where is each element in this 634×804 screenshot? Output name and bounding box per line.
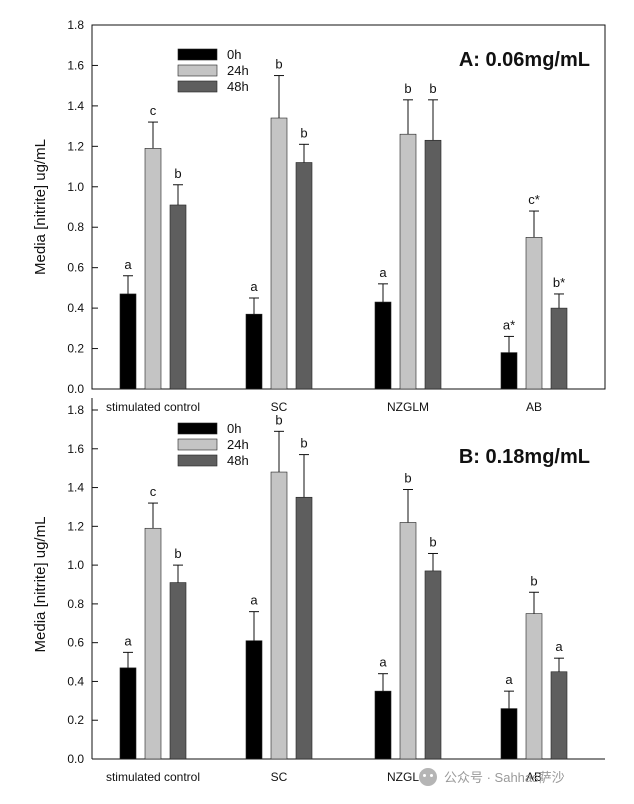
bar	[245, 313, 263, 390]
significance-label: b	[404, 470, 411, 485]
wechat-icon	[419, 768, 437, 786]
y-tick-label: 0.2	[67, 713, 84, 727]
y-tick-label: 1.8	[67, 403, 84, 417]
significance-label: a	[505, 672, 513, 687]
x-tick-label: AB	[526, 770, 542, 784]
panel-title: A: 0.06mg/mL	[459, 49, 590, 71]
significance-label: a	[379, 265, 387, 280]
significance-label: a*	[503, 317, 515, 332]
bar	[169, 582, 187, 760]
significance-label: a	[555, 639, 563, 654]
y-tick-label: 0.6	[67, 636, 84, 650]
panel-title: B: 0.18mg/mL	[459, 446, 590, 468]
x-tick-label: NZGLM	[387, 400, 429, 414]
significance-label: a	[250, 593, 258, 608]
bar	[399, 522, 417, 760]
y-tick-label: 1.0	[67, 180, 84, 194]
x-tick-label: SC	[271, 770, 288, 784]
panel-a: 0.0 0.2 0.4 0.6 0.8 1.0 1.2 1.4 1.6 1.8 Media [nit…	[32, 18, 606, 414]
significance-label: b	[275, 412, 282, 427]
significance-label: a	[124, 257, 132, 272]
legend-swatch	[177, 64, 218, 77]
bar	[270, 471, 288, 760]
significance-label: b	[300, 125, 307, 140]
x-tick-label: SC	[271, 400, 288, 414]
significance-label: b*	[553, 275, 565, 290]
significance-label: b	[530, 573, 537, 588]
y-tick-label: 0.0	[67, 752, 84, 766]
y-tick-label: 0.8	[67, 597, 84, 611]
y-tick-label: 1.4	[67, 99, 84, 113]
y-tick-label: 0.6	[67, 261, 84, 275]
significance-label: b	[429, 534, 436, 549]
legend-label: 0h	[227, 421, 241, 436]
x-tick-label: AB	[526, 400, 542, 414]
legend-label: 24h	[227, 63, 249, 78]
bar	[500, 708, 518, 760]
y-tick-label: 1.6	[67, 442, 84, 456]
panel-b: 0.0 0.2 0.4 0.6 0.8 1.0 1.2 1.4 1.6 1.8 Media [nit…	[32, 398, 605, 784]
bar	[525, 237, 543, 390]
significance-label: c*	[528, 192, 540, 207]
bar	[525, 613, 543, 760]
y-tick-label: 0.4	[67, 301, 84, 315]
y-tick-label: 0.2	[67, 342, 84, 356]
significance-label: b	[300, 436, 307, 451]
bar	[245, 640, 263, 760]
bar	[144, 527, 162, 760]
legend-label: 48h	[227, 79, 249, 94]
legend-swatch	[177, 80, 218, 93]
significance-label: c	[150, 103, 157, 118]
significance-label: b	[174, 166, 181, 181]
y-tick-label: 1.6	[67, 58, 84, 72]
bar	[399, 133, 417, 390]
y-tick-label: 1.2	[67, 519, 84, 533]
y-axis-label: Media [nitrite] ug/mL	[32, 139, 49, 275]
legend-swatch	[177, 438, 218, 451]
bar	[295, 162, 313, 390]
bar	[500, 352, 518, 390]
y-tick-label: 1.4	[67, 481, 84, 495]
y-tick-label: 0.8	[67, 220, 84, 234]
bar	[295, 496, 313, 760]
legend-label: 24h	[227, 437, 249, 452]
significance-label: a	[124, 633, 132, 648]
legend-swatch	[177, 422, 218, 435]
x-tick-label: stimulated control	[106, 400, 200, 414]
x-tick-label: stimulated control	[106, 770, 200, 784]
x-tick-label: NZGLM	[387, 770, 429, 784]
legend-label: 0h	[227, 47, 241, 62]
bar	[550, 307, 568, 390]
y-tick-label: 0.0	[67, 382, 84, 396]
bar	[374, 301, 392, 390]
bar	[550, 671, 568, 760]
bar	[424, 139, 442, 390]
significance-label: a	[250, 279, 258, 294]
significance-label: b	[174, 546, 181, 561]
significance-label: a	[379, 655, 387, 670]
legend-swatch	[177, 454, 218, 467]
legend-label: 48h	[227, 453, 249, 468]
bar	[119, 293, 137, 390]
bar	[270, 117, 288, 390]
y-tick-label: 1.0	[67, 558, 84, 572]
bar	[144, 148, 162, 390]
significance-label: b	[275, 57, 282, 72]
y-tick-label: 1.2	[67, 139, 84, 153]
bar	[424, 570, 442, 760]
y-tick-label: 1.8	[67, 18, 84, 32]
y-axis-label: Media [nitrite] ug/mL	[32, 517, 49, 653]
bar	[374, 690, 392, 760]
significance-label: c	[150, 484, 157, 499]
legend-swatch	[177, 48, 218, 61]
y-tick-label: 0.4	[67, 674, 84, 688]
watermark: 公众号 · Sahhas萨沙	[419, 768, 565, 786]
watermark-text: 公众号 · Sahhas萨沙	[444, 770, 565, 785]
plot-frame	[91, 24, 606, 390]
bar	[169, 204, 187, 390]
significance-label: b	[429, 81, 436, 96]
bar	[119, 667, 137, 760]
significance-label: b	[404, 81, 411, 96]
